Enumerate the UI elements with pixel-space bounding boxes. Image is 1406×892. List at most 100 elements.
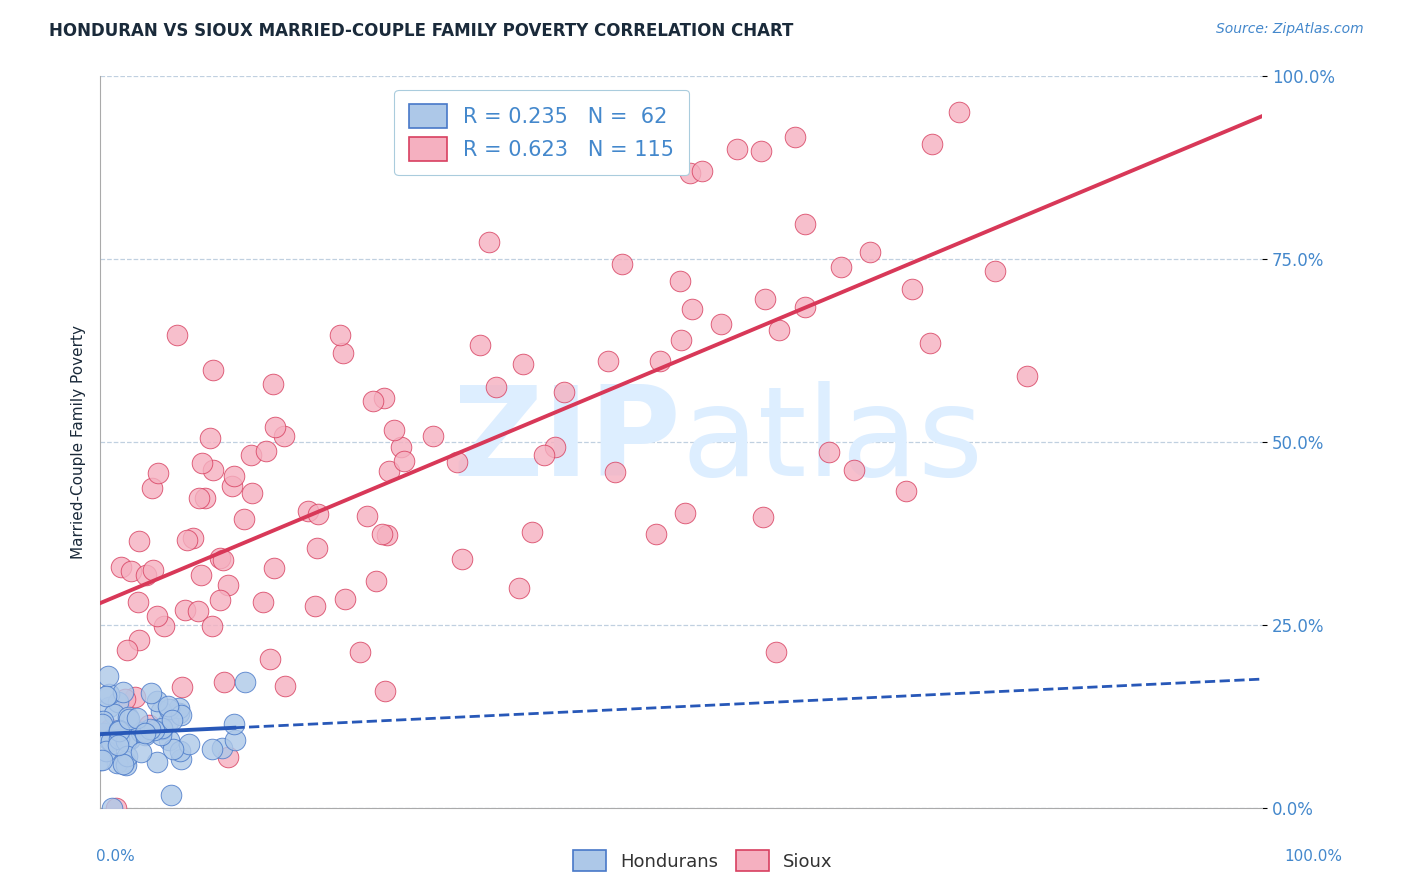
Point <box>146 609 169 624</box>
Point <box>725 142 748 156</box>
Point <box>98 723 121 737</box>
Point <box>124 690 146 705</box>
Point <box>103 707 125 722</box>
Point <box>422 429 444 443</box>
Point <box>166 328 188 343</box>
Point <box>90 716 112 731</box>
Point <box>128 632 150 647</box>
Point <box>669 274 692 288</box>
Legend: R = 0.235   N =  62, R = 0.623   N = 115: R = 0.235 N = 62, R = 0.623 N = 115 <box>395 89 689 175</box>
Point <box>129 746 152 760</box>
Point <box>512 357 534 371</box>
Point <box>157 715 180 730</box>
Point <box>141 481 163 495</box>
Point <box>177 737 200 751</box>
Point <box>187 604 209 618</box>
Point <box>200 431 222 445</box>
Point <box>533 448 555 462</box>
Point <box>117 710 139 724</box>
Point <box>117 712 139 726</box>
Point <box>901 282 924 296</box>
Point <box>145 755 167 769</box>
Point <box>91 714 114 728</box>
Point <box>169 744 191 758</box>
Point <box>211 741 233 756</box>
Point <box>233 674 256 689</box>
Point <box>107 723 129 738</box>
Point <box>307 508 329 522</box>
Point <box>105 756 128 770</box>
Point <box>221 479 243 493</box>
Point <box>125 711 148 725</box>
Point <box>152 721 174 735</box>
Point <box>107 738 129 752</box>
Point <box>793 217 815 231</box>
Point <box>273 429 295 443</box>
Point <box>468 338 491 352</box>
Point <box>356 508 378 523</box>
Point <box>818 445 841 459</box>
Point <box>97 669 120 683</box>
Point <box>111 757 134 772</box>
Point <box>669 333 692 347</box>
Point <box>794 300 817 314</box>
Point <box>450 552 472 566</box>
Point <box>252 595 274 609</box>
Point <box>239 448 262 462</box>
Point <box>118 732 141 747</box>
Point <box>127 595 149 609</box>
Point <box>478 235 501 249</box>
Point <box>222 716 245 731</box>
Point <box>115 749 138 764</box>
Point <box>859 244 882 259</box>
Point <box>115 643 138 657</box>
Point <box>485 380 508 394</box>
Point <box>262 377 284 392</box>
Point <box>107 723 129 737</box>
Point <box>94 744 117 758</box>
Point <box>91 753 114 767</box>
Point <box>446 455 468 469</box>
Legend: Hondurans, Sioux: Hondurans, Sioux <box>567 843 839 879</box>
Point <box>194 491 217 505</box>
Point <box>690 164 713 178</box>
Point <box>603 465 626 479</box>
Point <box>363 394 385 409</box>
Point <box>176 533 198 547</box>
Point <box>146 694 169 708</box>
Point <box>170 680 193 694</box>
Point <box>131 724 153 739</box>
Point <box>208 592 231 607</box>
Point <box>366 574 388 588</box>
Point <box>389 440 412 454</box>
Point <box>162 742 184 756</box>
Point <box>830 260 852 275</box>
Point <box>842 463 865 477</box>
Point <box>948 105 970 120</box>
Point <box>374 684 396 698</box>
Point <box>894 483 917 498</box>
Point <box>114 733 136 747</box>
Point <box>217 578 239 592</box>
Point <box>93 725 115 739</box>
Text: Source: ZipAtlas.com: Source: ZipAtlas.com <box>1216 22 1364 37</box>
Point <box>212 675 235 690</box>
Point <box>543 440 565 454</box>
Point <box>530 149 553 163</box>
Point <box>754 292 776 306</box>
Point <box>134 728 156 742</box>
Point <box>190 568 212 582</box>
Point <box>150 728 173 742</box>
Point <box>212 552 235 566</box>
Point <box>101 801 124 815</box>
Point <box>522 524 544 539</box>
Point <box>222 468 245 483</box>
Point <box>373 391 395 405</box>
Point <box>751 510 773 524</box>
Point <box>107 732 129 747</box>
Text: HONDURAN VS SIOUX MARRIED-COUPLE FAMILY POVERTY CORRELATION CHART: HONDURAN VS SIOUX MARRIED-COUPLE FAMILY … <box>49 22 793 40</box>
Point <box>110 560 132 574</box>
Point <box>107 695 129 709</box>
Point <box>681 302 703 317</box>
Point <box>128 534 150 549</box>
